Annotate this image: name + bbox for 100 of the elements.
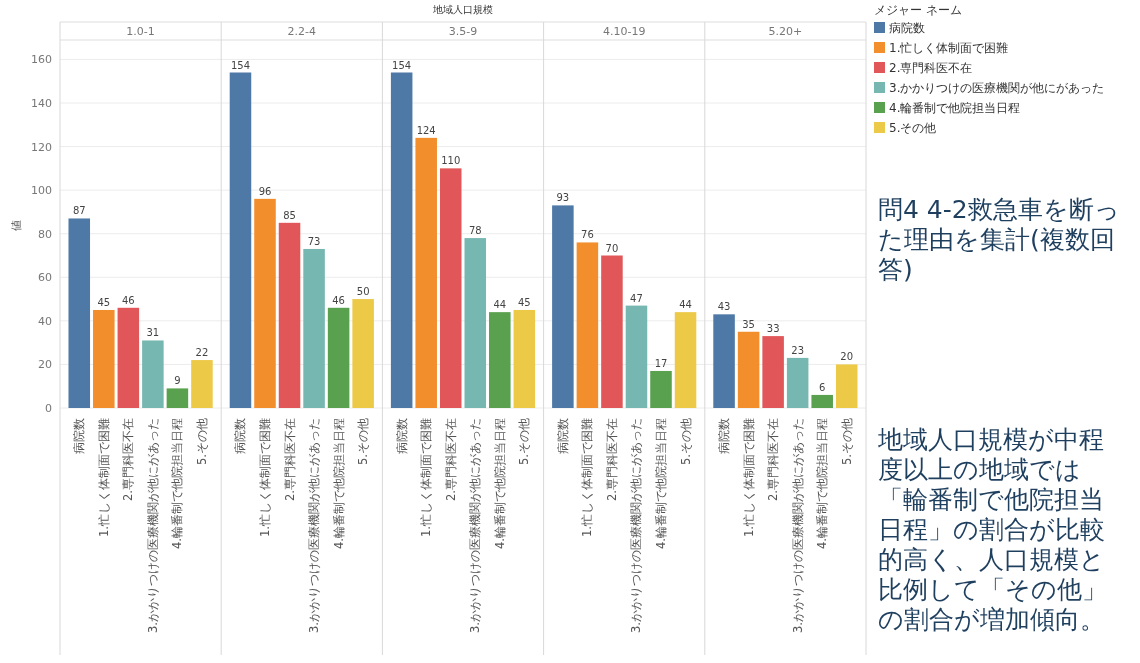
x-tick-label: 4.10-19 <box>602 25 646 38</box>
data-label: 23 <box>791 344 805 356</box>
text: 4.輪番制で他院担当日程 <box>815 418 830 549</box>
data-label: 154 <box>392 59 412 71</box>
legend-title: メジャー ネーム <box>874 3 962 17</box>
text: 5.その他 <box>517 418 532 465</box>
text: 2.専門科医不在 <box>443 418 458 501</box>
data-label: 33 <box>766 323 780 335</box>
data-label: 46 <box>121 294 135 306</box>
bar <box>68 218 91 408</box>
data-label: 110 <box>441 155 461 167</box>
text: 地域人口規模が中程度以上の地域では「輪番制で他院担当日程」の割合が比較的高く、人口規模と比例して「その他」の割合が増加傾向。 <box>878 425 1108 635</box>
text: 1.忙しく体制面で困難 <box>96 418 111 537</box>
text: 4.輪番制で他院担当日程 <box>654 418 668 549</box>
text: 3.かかりつけの医療機関が他にがあった <box>145 418 160 633</box>
legend-label: 4.輪番制で他院担当日程 <box>889 101 1021 115</box>
text: 1.忙しく体制面で困難 <box>258 418 272 537</box>
text: 2.専門科医不在 <box>604 418 619 501</box>
bar <box>93 309 115 408</box>
data-label: 22 <box>195 347 209 359</box>
text: 病院数 <box>394 418 409 454</box>
bar <box>835 364 858 408</box>
text: 5.その他 <box>678 418 693 465</box>
text: 病院数 <box>717 418 732 454</box>
bar <box>576 242 599 408</box>
y-tick-label: 160 <box>31 53 52 67</box>
bar <box>489 312 511 408</box>
bar <box>464 238 487 408</box>
bar <box>674 312 697 408</box>
text: 3.かかりつけの医療機関が他にがあった <box>468 418 483 633</box>
data-label: 46 <box>332 294 345 306</box>
data-label: 85 <box>283 209 296 221</box>
data-label: 73 <box>307 235 321 247</box>
bar <box>415 137 437 408</box>
text: 3.かかりつけの医療機関が他にがあった <box>307 418 322 633</box>
y-tick-label: 40 <box>38 314 52 328</box>
x-axis-title: 地域人口規模 <box>432 4 493 15</box>
data-label: 50 <box>356 286 370 298</box>
data-label: 45 <box>97 296 111 308</box>
bar <box>513 309 536 408</box>
data-label: 44 <box>493 299 507 311</box>
bar <box>601 255 623 408</box>
data-label: 45 <box>517 296 531 308</box>
data-label: 93 <box>556 192 570 204</box>
bar <box>278 222 301 408</box>
legend-label: 病院数 <box>889 21 925 35</box>
bar <box>352 299 374 408</box>
bar <box>713 314 735 408</box>
bar <box>650 370 672 408</box>
x-tick-label: 2.2-4 <box>287 25 317 38</box>
text: 3.かかりつけの医療機関が他にがあった <box>790 418 805 633</box>
text: 4.輪番制で他院担当日程 <box>331 418 346 549</box>
text: 5.その他 <box>356 418 371 465</box>
y-tick-label: 80 <box>38 227 52 241</box>
data-label: 20 <box>840 351 854 363</box>
data-label: 17 <box>654 357 668 369</box>
data-label: 31 <box>146 327 160 339</box>
bar <box>439 168 462 408</box>
bar <box>786 357 809 408</box>
bar <box>737 331 760 408</box>
data-label: 96 <box>258 185 272 197</box>
x-tick-label: 3.5-9 <box>448 25 478 38</box>
bar <box>552 205 574 408</box>
data-label: 47 <box>630 292 643 304</box>
data-label: 70 <box>605 242 619 254</box>
data-label: 154 <box>230 59 251 71</box>
y-tick-label: 120 <box>31 140 52 154</box>
x-tick-label: 1.0-1 <box>126 25 155 38</box>
y-tick-label: 20 <box>38 358 52 372</box>
bar <box>303 248 325 408</box>
bar <box>142 340 164 408</box>
legend-label: 3.かかりつけの医療機関が他にがあった <box>889 81 1105 95</box>
y-tick-label: 100 <box>31 184 52 198</box>
data-label: 76 <box>581 229 594 241</box>
text: 1.忙しく体制面で困難 <box>741 418 756 537</box>
text: 1.忙しく体制面で困難 <box>580 418 595 537</box>
legend-label: 5.その他 <box>889 121 937 135</box>
bar <box>166 388 189 408</box>
text: 5.その他 <box>194 418 209 465</box>
y-tick-label: 0 <box>45 402 52 415</box>
y-axis-title: 値 <box>10 219 23 231</box>
legend-label: 1.忙しく体制面で困難 <box>889 41 1009 55</box>
bar <box>117 307 140 408</box>
data-label: 87 <box>72 205 86 217</box>
text: 2.専門科医不在 <box>766 418 781 501</box>
bar <box>625 305 648 408</box>
text: 病院数 <box>233 418 248 454</box>
bar <box>390 72 413 408</box>
data-label: 124 <box>416 124 436 136</box>
bar <box>762 336 784 408</box>
data-label: 43 <box>717 301 731 313</box>
bar <box>229 72 252 408</box>
data-label: 9 <box>174 375 181 387</box>
text: 5.その他 <box>839 418 854 465</box>
data-label: 44 <box>679 299 692 311</box>
data-label: 6 <box>819 381 826 393</box>
text: 病院数 <box>555 418 570 454</box>
data-label: 35 <box>742 318 755 330</box>
text: 2.専門科医不在 <box>121 418 136 501</box>
text: 1.忙しく体制面で困難 <box>419 418 434 537</box>
